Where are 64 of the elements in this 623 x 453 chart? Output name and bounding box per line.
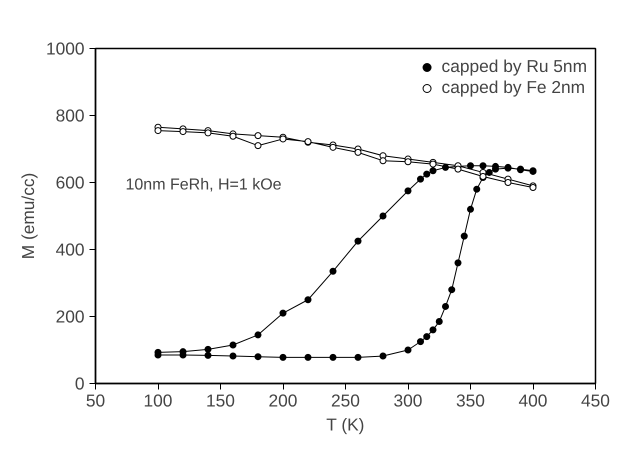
point bbox=[254, 331, 262, 338]
y-tick-label: 0 bbox=[74, 374, 85, 394]
point bbox=[480, 162, 486, 170]
point bbox=[448, 286, 456, 294]
y-tick-label: 1000 bbox=[46, 38, 85, 58]
point bbox=[180, 128, 186, 136]
x-tick-label: 250 bbox=[331, 390, 360, 410]
point bbox=[430, 326, 436, 334]
point bbox=[454, 166, 462, 173]
legend-label: capped by Ru 5nm bbox=[442, 56, 587, 77]
point bbox=[404, 187, 412, 194]
point bbox=[404, 158, 412, 166]
y-tick-label: 400 bbox=[56, 240, 85, 260]
point bbox=[467, 206, 474, 213]
point bbox=[380, 352, 386, 360]
point bbox=[460, 232, 468, 240]
x-tick-label: 350 bbox=[456, 390, 485, 410]
point bbox=[417, 176, 424, 183]
y-tick-label: 600 bbox=[56, 172, 85, 192]
point bbox=[204, 346, 212, 353]
point bbox=[330, 144, 336, 151]
point bbox=[417, 338, 424, 346]
point bbox=[230, 341, 236, 348]
point bbox=[404, 346, 412, 354]
point bbox=[504, 179, 512, 186]
y-tick-label: 800 bbox=[56, 106, 85, 126]
point bbox=[230, 352, 236, 360]
x-axis-title: T (K) bbox=[326, 414, 364, 434]
point bbox=[204, 352, 212, 359]
point bbox=[354, 354, 362, 361]
point bbox=[330, 354, 336, 361]
x-tick-label: 400 bbox=[518, 390, 548, 410]
point bbox=[423, 333, 430, 340]
x-tick-label: 100 bbox=[144, 390, 172, 410]
point bbox=[380, 212, 386, 220]
point bbox=[230, 132, 236, 140]
legend-label: capped by Fe 2nm bbox=[442, 77, 586, 98]
x-tick-label: 50 bbox=[86, 390, 106, 410]
point bbox=[354, 238, 362, 245]
point bbox=[423, 170, 430, 178]
point bbox=[430, 167, 436, 174]
point bbox=[280, 354, 286, 361]
point bbox=[304, 354, 312, 361]
point bbox=[304, 296, 312, 304]
x-tick-label: 300 bbox=[394, 390, 422, 410]
point bbox=[473, 186, 480, 193]
point bbox=[330, 268, 336, 275]
annotation: 10nm FeRh, H=1 kOe bbox=[126, 176, 282, 194]
x-tick-label: 200 bbox=[268, 390, 298, 410]
y-tick-label: 200 bbox=[56, 306, 85, 326]
point bbox=[254, 142, 262, 150]
point bbox=[442, 302, 449, 310]
point bbox=[454, 259, 462, 266]
point bbox=[154, 127, 162, 134]
point bbox=[436, 318, 443, 326]
point bbox=[280, 310, 286, 317]
x-tick-label: 150 bbox=[206, 390, 235, 410]
point bbox=[254, 132, 262, 140]
x-tick-label: 450 bbox=[581, 390, 610, 410]
point bbox=[467, 162, 474, 170]
point bbox=[254, 353, 262, 360]
point bbox=[380, 157, 386, 164]
point bbox=[354, 148, 362, 156]
y-axis-title: M (emu/cc) bbox=[18, 172, 38, 260]
